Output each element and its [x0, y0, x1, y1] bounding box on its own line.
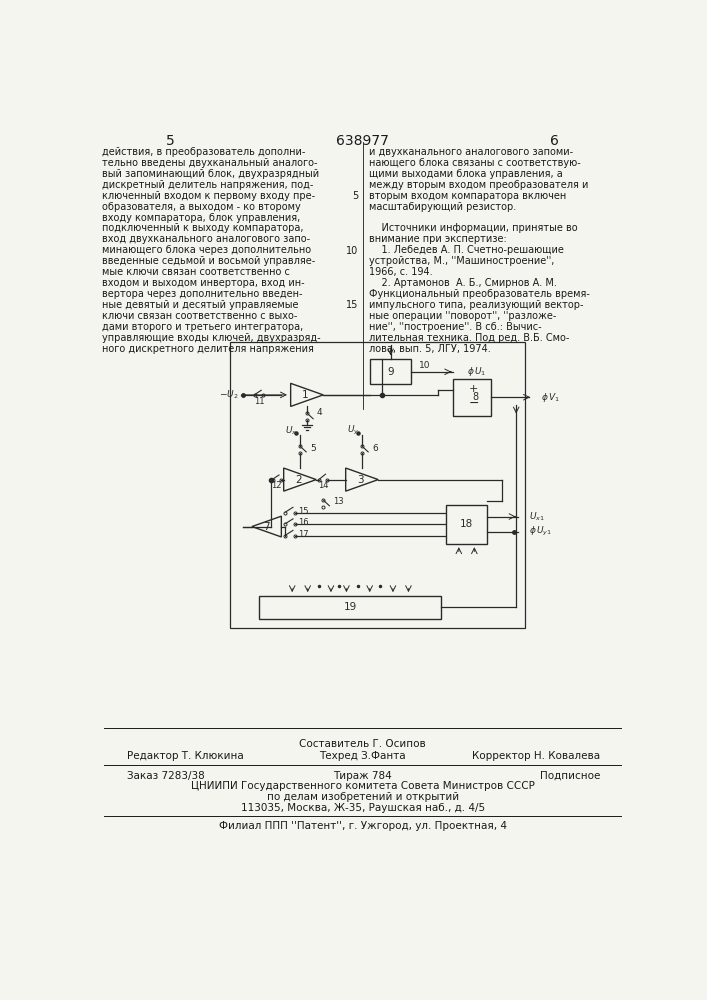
Text: вторым входом компаратора включен: вторым входом компаратора включен	[369, 191, 566, 201]
Text: Тираж 784: Тираж 784	[333, 771, 392, 781]
Text: 10: 10	[419, 361, 431, 370]
Text: вертора через дополнительно введен-: вертора через дополнительно введен-	[103, 289, 303, 299]
Text: действия, в преобразователь дополни-: действия, в преобразователь дополни-	[103, 147, 305, 157]
Text: 10: 10	[346, 246, 358, 256]
Text: нающего блока связаны с соответствую-: нающего блока связаны с соответствую-	[369, 158, 580, 168]
Text: 2: 2	[295, 475, 302, 485]
Text: Источники информации, принятые во: Источники информации, принятые во	[369, 223, 578, 233]
Text: ние'', ''построение''. В сб.: Вычис-: ние'', ''построение''. В сб.: Вычис-	[369, 322, 542, 332]
Bar	[453, 379, 491, 416]
Text: Техред З.Фанта: Техред З.Фанта	[320, 751, 406, 761]
Text: ные операции ''поворот'', ''разложе-: ные операции ''поворот'', ''разложе-	[369, 311, 556, 321]
Text: +: +	[469, 384, 478, 394]
Text: 12: 12	[271, 481, 282, 490]
Text: 15: 15	[298, 507, 308, 516]
Text: ключенный входом к первому входу пре-: ключенный входом к первому входу пре-	[103, 191, 315, 201]
Text: введенные седьмой и восьмой управляе-: введенные седьмой и восьмой управляе-	[103, 256, 315, 266]
Text: 6: 6	[549, 134, 559, 148]
Text: устройства, М., ''Машиностроение'',: устройства, М., ''Машиностроение'',	[369, 256, 554, 266]
Text: 6: 6	[372, 444, 378, 453]
Text: 16: 16	[298, 518, 308, 527]
Text: $U_x$: $U_x$	[285, 424, 298, 437]
Text: Заказ 7283/38: Заказ 7283/38	[127, 771, 205, 781]
Text: по делам изобретений и открытий: по делам изобретений и открытий	[267, 792, 459, 802]
Text: 5: 5	[352, 191, 358, 201]
Text: 2. Артамонов  А. Б., Смирнов А. М.: 2. Артамонов А. Б., Смирнов А. М.	[369, 278, 557, 288]
Text: 11: 11	[254, 397, 264, 406]
Text: импульсного типа, реализующий вектор-: импульсного типа, реализующий вектор-	[369, 300, 583, 310]
Text: Подписное: Подписное	[539, 771, 600, 781]
Text: $U_{x1}$: $U_{x1}$	[530, 510, 545, 523]
Text: 9: 9	[387, 367, 394, 377]
Text: ключи связан соответственно с выхо-: ключи связан соответственно с выхо-	[103, 311, 298, 321]
Text: −: −	[468, 397, 479, 410]
Text: 5: 5	[310, 444, 316, 453]
Text: тельно введены двухканальный аналого-: тельно введены двухканальный аналого-	[103, 158, 318, 168]
Text: 19: 19	[344, 602, 357, 612]
Text: входу компаратора, блок управления,: входу компаратора, блок управления,	[103, 213, 300, 223]
Text: управляющие входы ключей, двухразряд-: управляющие входы ключей, двухразряд-	[103, 333, 321, 343]
Text: 3: 3	[357, 475, 363, 485]
Text: минающего блока через дополнительно: минающего блока через дополнительно	[103, 245, 312, 255]
Text: 18: 18	[460, 519, 473, 529]
Text: 1: 1	[302, 390, 309, 400]
Text: 1966, с. 194.: 1966, с. 194.	[369, 267, 433, 277]
Text: щими выходами блока управления, а: щими выходами блока управления, а	[369, 169, 563, 179]
Text: ного дискретного делителя напряжения: ного дискретного делителя напряжения	[103, 344, 314, 354]
Text: 15: 15	[346, 300, 358, 310]
Text: Функциональный преобразователь время-: Функциональный преобразователь время-	[369, 289, 590, 299]
Text: внимание при экспертизе:: внимание при экспертизе:	[369, 234, 507, 244]
Text: ные девятый и десятый управляемые: ные девятый и десятый управляемые	[103, 300, 299, 310]
Text: лова, вып. 5, ЛГУ, 1974.: лова, вып. 5, ЛГУ, 1974.	[369, 344, 491, 354]
Text: масштабирующий резистор.: масштабирующий резистор.	[369, 202, 516, 212]
Text: $U_y$: $U_y$	[347, 424, 360, 437]
Text: Редактор Т. Клюкина: Редактор Т. Клюкина	[127, 751, 244, 761]
Text: Корректор Н. Ковалева: Корректор Н. Ковалева	[472, 751, 600, 761]
Text: 7: 7	[263, 522, 270, 532]
Text: Составитель Г. Осипов: Составитель Г. Осипов	[299, 739, 426, 749]
Text: вый запоминающий блок, двухразрядный: вый запоминающий блок, двухразрядный	[103, 169, 320, 179]
Text: дами второго и третьего интегратора,: дами второго и третьего интегратора,	[103, 322, 303, 332]
Text: дискретный делитель напряжения, под-: дискретный делитель напряжения, под-	[103, 180, 314, 190]
Text: образователя, а выходом - ко второму: образователя, а выходом - ко второму	[103, 202, 301, 212]
Text: мые ключи связан соответственно с: мые ключи связан соответственно с	[103, 267, 290, 277]
Text: 5: 5	[166, 134, 175, 148]
Text: 638977: 638977	[336, 134, 389, 148]
Bar	[446, 505, 486, 544]
Text: $\phi\,U_{y1}$: $\phi\,U_{y1}$	[530, 525, 553, 538]
Text: и двухканального аналогового запоми-: и двухканального аналогового запоми-	[369, 147, 573, 157]
Bar	[370, 359, 411, 384]
Text: ЦНИИПИ Государственного комитета Совета Министров СССР: ЦНИИПИ Государственного комитета Совета …	[191, 781, 534, 791]
Text: между вторым входом преобразователя и: между вторым входом преобразователя и	[369, 180, 588, 190]
Bar	[230, 342, 525, 628]
Text: лительная техника. Под ред. В.Б. Смо-: лительная техника. Под ред. В.Б. Смо-	[369, 333, 569, 343]
Text: 14: 14	[318, 481, 329, 490]
Text: 17: 17	[298, 530, 308, 539]
Text: 8: 8	[472, 392, 478, 402]
Text: 13: 13	[333, 497, 344, 506]
Text: вход двухканального аналогового запо-: вход двухканального аналогового запо-	[103, 234, 310, 244]
Text: 113035, Москва, Ж-35, Раушская наб., д. 4/5: 113035, Москва, Ж-35, Раушская наб., д. …	[240, 803, 485, 813]
Text: $\phi\,V_1$: $\phi\,V_1$	[541, 391, 560, 404]
Bar	[259, 596, 441, 619]
Text: подключенный к выходу компаратора,: подключенный к выходу компаратора,	[103, 223, 304, 233]
Text: входом и выходом инвертора, вход ин-: входом и выходом инвертора, вход ин-	[103, 278, 305, 288]
Text: 4: 4	[316, 408, 322, 417]
Text: Филиал ППП ''Патент'', г. Ужгород, ул. Проектная, 4: Филиал ППП ''Патент'', г. Ужгород, ул. П…	[218, 821, 507, 831]
Text: 1. Лебедев А. П. Счетно-решающие: 1. Лебедев А. П. Счетно-решающие	[369, 245, 563, 255]
Text: $\phi\,U_1$: $\phi\,U_1$	[467, 365, 486, 378]
Text: $-U_2$: $-U_2$	[219, 389, 239, 401]
